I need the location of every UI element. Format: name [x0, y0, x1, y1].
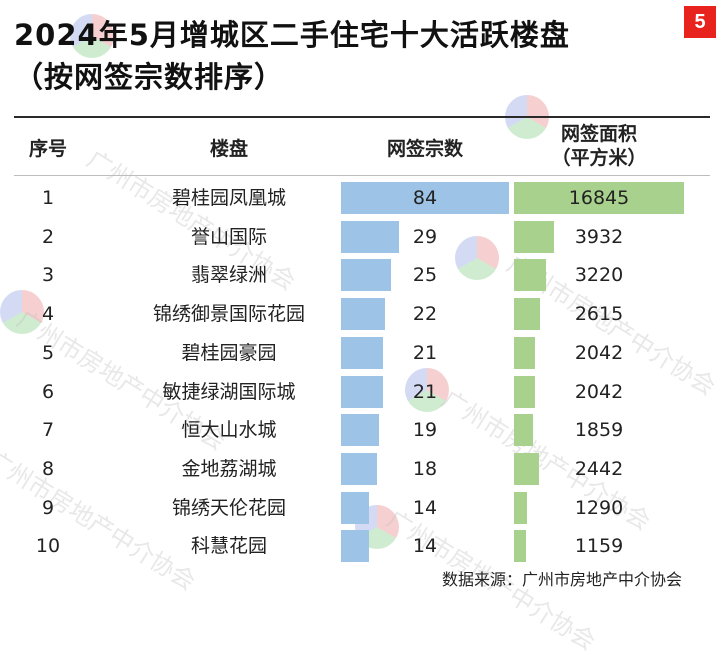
- count-value: 22: [412, 303, 438, 326]
- title-line-1: 2024年5月增城区二手住宅十大活跃楼盘: [14, 18, 570, 52]
- page-number-badge: 5: [684, 6, 716, 38]
- count-bar: [341, 452, 377, 485]
- project-name-cell: 恒大山水城: [181, 419, 277, 442]
- title-line-2: （按网签宗数排序）: [14, 60, 285, 94]
- table-row: 10 科慧花园 14 1159: [0, 527, 722, 565]
- header-rank: 序号: [28, 138, 67, 160]
- count-value: 21: [412, 341, 438, 364]
- area-bar: [514, 220, 554, 253]
- project-name-cell: 金地荔湖城: [181, 457, 277, 480]
- count-value: 14: [412, 496, 438, 519]
- count-bar: [341, 491, 369, 524]
- count-value: 19: [412, 419, 438, 442]
- area-bar: [514, 530, 526, 563]
- table-row: 1 碧桂园凤凰城 84 16845: [0, 179, 722, 217]
- project-name-cell: 锦绣御景国际花园: [152, 303, 305, 326]
- page-title: 2024年5月增城区二手住宅十大活跃楼盘 （按网签宗数排序）: [14, 14, 654, 98]
- area-value: 16845: [568, 187, 630, 209]
- rank-cell: 7: [41, 419, 55, 442]
- header-count: 网签宗数: [386, 138, 463, 160]
- project-name-cell: 碧桂园凤凰城: [171, 187, 286, 209]
- count-bar: [341, 375, 383, 408]
- area-value: 2442: [574, 457, 624, 480]
- area-bar: [514, 375, 535, 408]
- rank-cell: 1: [41, 187, 55, 209]
- area-bar: [514, 298, 541, 331]
- count-bar: [341, 182, 509, 214]
- rank-cell: 5: [41, 341, 55, 364]
- rank-cell: 10: [35, 535, 61, 558]
- area-value: 1859: [574, 419, 624, 442]
- area-value: 2042: [574, 380, 624, 403]
- area-value: 3932: [574, 225, 624, 248]
- area-bar: [514, 259, 547, 292]
- count-value: 84: [412, 187, 438, 209]
- project-name-cell: 碧桂园豪园: [181, 341, 277, 364]
- count-bar: [341, 336, 383, 369]
- count-bar: [341, 220, 399, 253]
- area-value: 2042: [574, 341, 624, 364]
- rank-cell: 2: [41, 225, 55, 248]
- area-bar: [514, 336, 535, 369]
- area-bar: [514, 414, 533, 447]
- table-row: 2 誉山国际 29 3932: [0, 218, 722, 256]
- area-value: 2615: [574, 303, 624, 326]
- area-value: 3220: [574, 264, 624, 287]
- table-row: 4 锦绣御景国际花园 22 2615: [0, 295, 722, 333]
- project-name-cell: 锦绣天伦花园: [171, 496, 286, 519]
- project-name-cell: 誉山国际: [190, 225, 267, 248]
- header-area: 网签面积 （平方米）: [514, 122, 684, 170]
- area-bar: [514, 452, 539, 485]
- table-row: 5 碧桂园豪园 21 2042: [0, 334, 722, 372]
- table-row: 7 恒大山水城 19 1859: [0, 411, 722, 449]
- table-row: 3 翡翠绿洲 25 3220: [0, 256, 722, 294]
- slide: 广州市房地产中介协会 广州市房地产中介协会 广州市房地产中介协会 广州市房地产中…: [0, 6, 722, 656]
- rank-cell: 9: [41, 496, 55, 519]
- project-name-cell: 翡翠绿洲: [190, 264, 267, 287]
- count-bar: [341, 259, 391, 292]
- header-project: 楼盘: [209, 138, 248, 160]
- count-value: 14: [412, 535, 438, 558]
- count-bar: [341, 530, 369, 563]
- rank-cell: 6: [41, 380, 55, 403]
- table-row: 9 锦绣天伦花园 14 1290: [0, 489, 722, 527]
- count-value: 29: [412, 225, 438, 248]
- count-value: 21: [412, 380, 438, 403]
- count-bar: [341, 414, 379, 447]
- project-name-cell: 敏捷绿湖国际城: [162, 380, 296, 403]
- table-top-rule: [14, 116, 710, 118]
- rank-cell: 8: [41, 457, 55, 480]
- area-value: 1290: [574, 496, 624, 519]
- area-bar: [514, 491, 528, 524]
- rank-cell: 3: [41, 264, 55, 287]
- area-value: 1159: [574, 535, 624, 558]
- data-source: 数据来源：广州市房地产中介协会: [441, 570, 682, 589]
- count-value: 25: [412, 264, 438, 287]
- header-area-line-1: 网签面积: [560, 123, 637, 145]
- count-value: 18: [412, 457, 438, 480]
- header-area-line-2: （平方米）: [551, 147, 647, 169]
- count-bar: [341, 298, 385, 331]
- table-row: 6 敏捷绿湖国际城 21 2042: [0, 373, 722, 411]
- table-row: 8 金地荔湖城 18 2442: [0, 450, 722, 488]
- rank-cell: 4: [41, 303, 55, 326]
- project-name-cell: 科慧花园: [190, 535, 267, 558]
- area-bar: [514, 182, 684, 214]
- header-divider: [14, 175, 710, 176]
